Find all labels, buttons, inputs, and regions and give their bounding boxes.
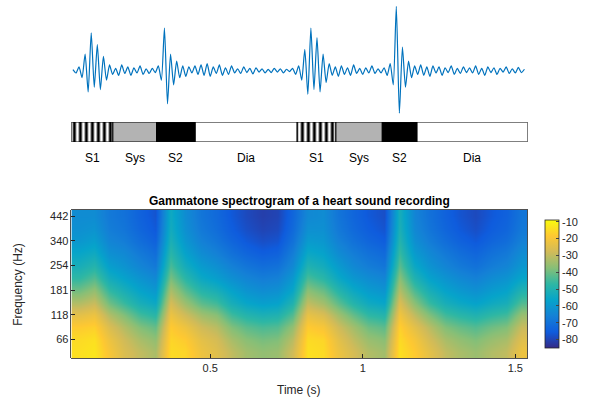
- svg-text:S2: S2: [392, 151, 407, 165]
- svg-text:-80: -80: [562, 333, 578, 345]
- svg-text:-50: -50: [562, 283, 578, 295]
- svg-text:340: 340: [50, 235, 68, 247]
- svg-text:181: 181: [50, 284, 68, 296]
- svg-text:S2: S2: [168, 151, 183, 165]
- svg-text:0.5: 0.5: [203, 362, 218, 374]
- svg-text:S1: S1: [85, 151, 100, 165]
- svg-text:1: 1: [360, 362, 366, 374]
- svg-text:66: 66: [56, 333, 68, 345]
- svg-text:Dia: Dia: [237, 151, 255, 165]
- svg-text:118: 118: [51, 309, 69, 321]
- svg-text:-60: -60: [562, 300, 578, 312]
- svg-text:-30: -30: [562, 249, 578, 261]
- svg-text:-20: -20: [562, 232, 578, 244]
- svg-text:-10: -10: [562, 216, 578, 228]
- svg-text:Time (s): Time (s): [277, 383, 321, 397]
- svg-text:442: 442: [50, 210, 68, 222]
- svg-text:-40: -40: [562, 266, 578, 278]
- svg-text:254: 254: [50, 259, 68, 271]
- svg-text:Sys: Sys: [125, 151, 145, 165]
- svg-text:S1: S1: [309, 151, 324, 165]
- svg-text:Gammatone spectrogram of a hea: Gammatone spectrogram of a heart sound r…: [149, 194, 450, 208]
- svg-text:1.5: 1.5: [508, 362, 523, 374]
- svg-text:Frequency (Hz): Frequency (Hz): [11, 243, 25, 326]
- svg-text:Dia: Dia: [463, 151, 481, 165]
- svg-text:Sys: Sys: [349, 151, 369, 165]
- svg-text:-70: -70: [562, 317, 578, 329]
